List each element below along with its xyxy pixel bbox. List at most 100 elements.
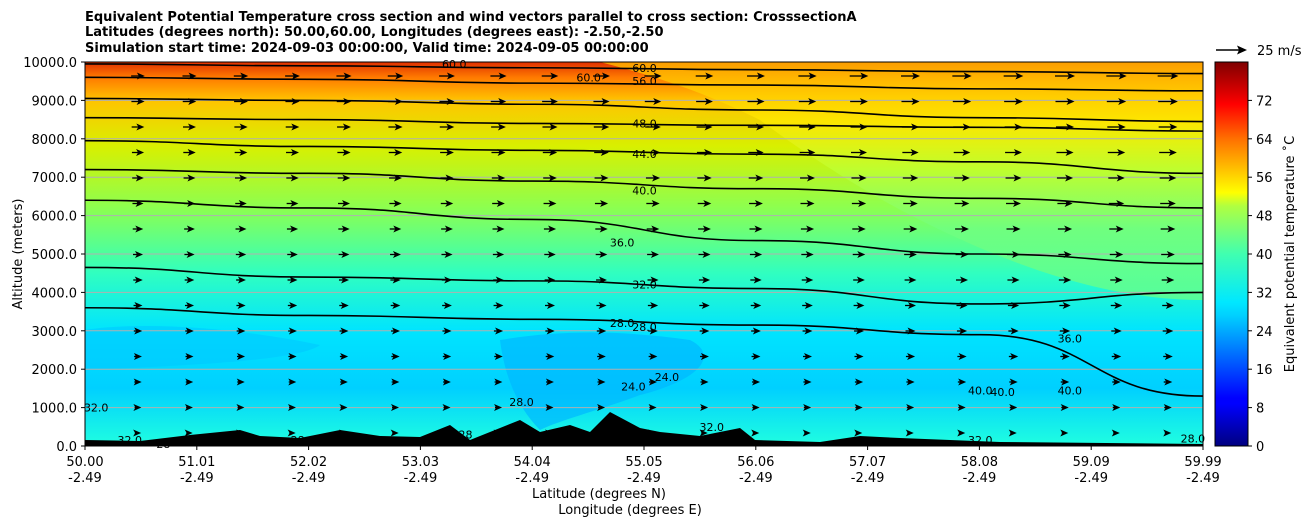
wind-vector bbox=[442, 327, 452, 335]
wind-vector bbox=[1108, 174, 1125, 182]
x-tick-lat-label: 59.99 bbox=[1184, 455, 1221, 470]
wind-vector bbox=[338, 200, 350, 207]
wind-vector bbox=[339, 378, 348, 386]
wind-vector bbox=[1112, 404, 1121, 411]
wind-vector bbox=[1060, 378, 1070, 386]
wind-vector bbox=[288, 378, 297, 386]
wind-vector bbox=[1111, 429, 1120, 437]
wind-vector bbox=[1158, 123, 1178, 131]
wind-vector bbox=[1161, 276, 1175, 284]
wind-vector bbox=[336, 98, 352, 105]
wind-vector bbox=[957, 404, 966, 411]
wind-vector bbox=[903, 200, 918, 207]
wind-vector bbox=[391, 327, 400, 335]
wind-vector bbox=[802, 429, 811, 437]
x-tick-lon-label: -2.49 bbox=[515, 471, 549, 486]
wind-vector bbox=[695, 72, 714, 80]
wind-vector bbox=[1109, 251, 1124, 258]
wind-vector bbox=[850, 98, 868, 105]
y-tick-label: 4000.0 bbox=[32, 286, 78, 301]
wind-vector bbox=[850, 149, 868, 156]
wind-vector bbox=[750, 276, 762, 284]
wind-vector bbox=[183, 123, 196, 131]
wind-vector bbox=[133, 327, 143, 335]
contour-label: 28 bbox=[514, 428, 528, 441]
wind-vector bbox=[906, 404, 915, 411]
wind-vector bbox=[1008, 429, 1017, 437]
wind-vector bbox=[854, 353, 864, 360]
wind-vector bbox=[133, 251, 143, 258]
wind-vector bbox=[388, 123, 403, 131]
wind-vector bbox=[442, 302, 452, 309]
wind-vector bbox=[133, 302, 143, 309]
wind-vector bbox=[648, 404, 657, 411]
isotherm-line bbox=[85, 139, 1203, 175]
wind-vector bbox=[133, 353, 142, 360]
wind-vector bbox=[389, 200, 402, 207]
title-line-1: Equivalent Potential Temperature cross s… bbox=[85, 10, 857, 25]
y-tick-label: 1000.0 bbox=[32, 402, 78, 417]
wind-vector bbox=[185, 378, 194, 386]
wind-vector bbox=[1161, 251, 1175, 258]
wind-vector bbox=[904, 251, 917, 258]
x-tick-lon-label: -2.49 bbox=[963, 471, 997, 486]
wind-vector bbox=[493, 302, 504, 309]
wind-vector bbox=[800, 200, 815, 207]
wind-vector bbox=[906, 378, 915, 386]
wind-vector bbox=[442, 353, 452, 360]
wind-vector bbox=[338, 276, 350, 284]
terrain-silhouette bbox=[85, 412, 1203, 446]
wind-vector bbox=[1110, 276, 1123, 284]
wind-vector bbox=[597, 378, 606, 386]
wind-vector bbox=[183, 174, 196, 182]
contour-label: 36.0 bbox=[1058, 332, 1083, 345]
colorbar-tick-label: 48 bbox=[1256, 210, 1273, 225]
contour-label: 60.0 bbox=[576, 71, 601, 84]
wind-vector bbox=[285, 72, 300, 80]
colorbar-tick-label: 0 bbox=[1256, 440, 1264, 455]
y-axis-ticks: 0.0 1000.0 2000.0 3000.0 4000.0 5000.0 6000.0 7… bbox=[23, 56, 85, 455]
wind-vector bbox=[390, 404, 399, 411]
wind-vector bbox=[594, 200, 609, 207]
wind-vector bbox=[287, 302, 298, 309]
wind-vector bbox=[903, 225, 918, 233]
x-axis-label-longitude: Longitude (degrees E) bbox=[558, 503, 702, 518]
wind-vector bbox=[798, 72, 817, 80]
isotherm-line bbox=[85, 97, 1203, 123]
wind-vector bbox=[287, 404, 296, 411]
wind-vector bbox=[751, 378, 761, 386]
wind-vector bbox=[597, 353, 606, 360]
wind-vector bbox=[439, 72, 455, 80]
x-tick-lon-label: -2.49 bbox=[739, 471, 773, 486]
wind-vector bbox=[545, 302, 555, 309]
wind-vector bbox=[645, 174, 661, 182]
wind-vector bbox=[699, 302, 710, 309]
wind-vector bbox=[802, 327, 813, 335]
wind-vector bbox=[593, 98, 610, 105]
x-tick-lon-label: -2.49 bbox=[180, 471, 214, 486]
contour-label: 44.0 bbox=[632, 148, 657, 161]
wind-vector bbox=[905, 302, 916, 309]
wind-vector bbox=[749, 225, 763, 233]
wind-vector bbox=[1106, 98, 1127, 105]
wind-vector bbox=[851, 174, 867, 182]
wind-vector bbox=[1058, 276, 1072, 284]
wind-vector bbox=[595, 251, 608, 258]
wind-vector bbox=[1111, 353, 1122, 360]
x-tick-lon-label: -2.49 bbox=[68, 471, 102, 486]
wind-vector bbox=[390, 429, 399, 437]
wind-vector bbox=[647, 302, 659, 309]
wind-vector bbox=[749, 251, 763, 258]
wind-vector bbox=[801, 276, 814, 284]
wind-vector bbox=[1007, 276, 1020, 284]
x-tick-lon-label: -2.49 bbox=[851, 471, 885, 486]
wind-vector bbox=[596, 302, 607, 309]
wind-vector bbox=[749, 200, 763, 207]
wind-vector bbox=[492, 225, 505, 233]
wind-vector bbox=[494, 353, 503, 360]
contour-label: 28 bbox=[156, 438, 170, 451]
contour-labels: 60.060.060.056.048.044.040.036.032.028.0… bbox=[84, 58, 1205, 451]
wind-vector bbox=[490, 98, 507, 105]
wind-vector bbox=[1163, 353, 1173, 360]
